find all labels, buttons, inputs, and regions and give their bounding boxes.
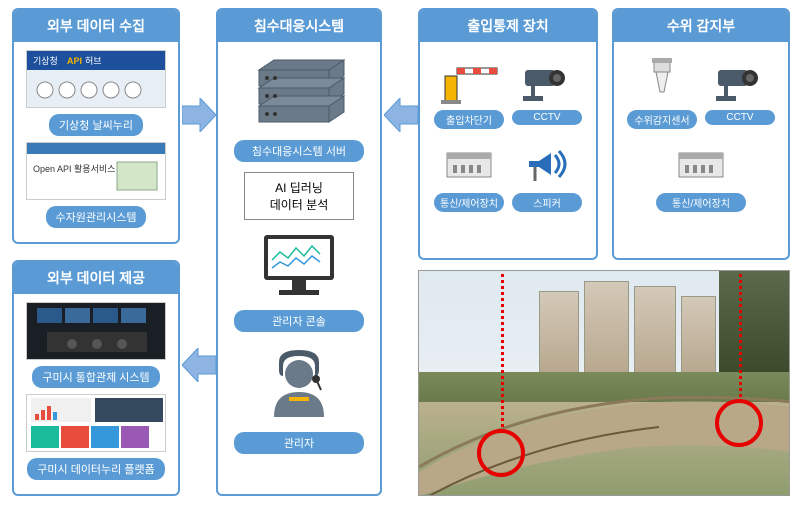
pill-admin: 관리자: [234, 432, 364, 454]
svg-text:Open API 활용서비스: Open API 활용서비스: [33, 163, 115, 174]
pill-kma: 기상청 날씨누리: [49, 114, 143, 136]
pill-level-sensor: 수위감지센서: [627, 110, 697, 129]
monitor-icon: [254, 230, 344, 300]
speaker-icon: [517, 139, 577, 189]
pill-data-nuri: 구미시 데이터누리 플랫폼: [27, 458, 164, 480]
arrow-left-flood-to-provide: [182, 348, 216, 382]
thumb-control-room: [26, 302, 166, 360]
dotted-connector: [739, 270, 742, 403]
cctv-icon: [517, 56, 577, 106]
pill-integrated-control: 구미시 통합관제 시스템: [32, 366, 159, 388]
panel-access-control: 출입통제 장치 출입차단기: [418, 8, 598, 260]
thumb-dashboard: [26, 394, 166, 452]
pill-commbox: 통신/제어장치: [434, 193, 504, 212]
pill-barrier: 출입차단기: [434, 110, 504, 129]
pill-server: 침수대응시스템 서버: [234, 140, 364, 162]
pill-cctv: CCTV: [512, 110, 582, 125]
server-icon: [249, 50, 349, 130]
pill-cctv: CCTV: [705, 110, 775, 125]
arrow-right-collect-to-flood: [182, 98, 216, 132]
svg-text:API: API: [67, 56, 82, 66]
pill-water-mgmt: 수자원관리시스템: [46, 206, 147, 228]
panel-header: 외부 데이터 제공: [14, 262, 178, 294]
panel-header: 출입통제 장치: [420, 10, 596, 42]
dotted-connector: [501, 270, 504, 433]
ai-analysis-box: AI 딥러닝 데이터 분석: [244, 172, 354, 220]
barrier-icon: [439, 56, 499, 106]
commbox-icon: [439, 139, 499, 189]
panel-header: 침수대응시스템: [218, 10, 380, 42]
pill-console: 관리자 콘솔: [234, 310, 364, 332]
pill-speaker: 스피커: [512, 193, 582, 212]
svg-text:허브: 허브: [85, 56, 102, 66]
panel-water-level-sense: 수위 감지부 수위감지센서: [612, 8, 790, 260]
panel-flood-response-system: 침수대응시스템 침수대응시스템 서버 AI 딥러닝 데이터 분석: [216, 8, 382, 496]
level-sensor-icon: [632, 56, 692, 106]
pill-commbox: 통신/제어장치: [656, 193, 746, 212]
panel-header: 수위 감지부: [614, 10, 788, 42]
marker-circle: [477, 429, 525, 477]
commbox-icon: [671, 139, 731, 189]
marker-circle: [715, 399, 763, 447]
panel-header: 외부 데이터 수집: [14, 10, 178, 42]
thumb-kma-api: 기상청 API 허브: [26, 50, 166, 108]
panel-external-data-collect: 외부 데이터 수집 기상청 API 허브 기상청 날씨누리 Open API 활…: [12, 8, 180, 244]
thumb-openapi: Open API 활용서비스: [26, 142, 166, 200]
cctv-icon: [710, 56, 770, 106]
arrow-left-access-to-flood: [384, 98, 418, 132]
panel-external-data-provide: 외부 데이터 제공 구미시 통합관제 시스템: [12, 260, 180, 496]
svg-text:기상청: 기상청: [33, 56, 58, 66]
admin-icon: [259, 342, 339, 422]
site-photo: [418, 270, 790, 496]
